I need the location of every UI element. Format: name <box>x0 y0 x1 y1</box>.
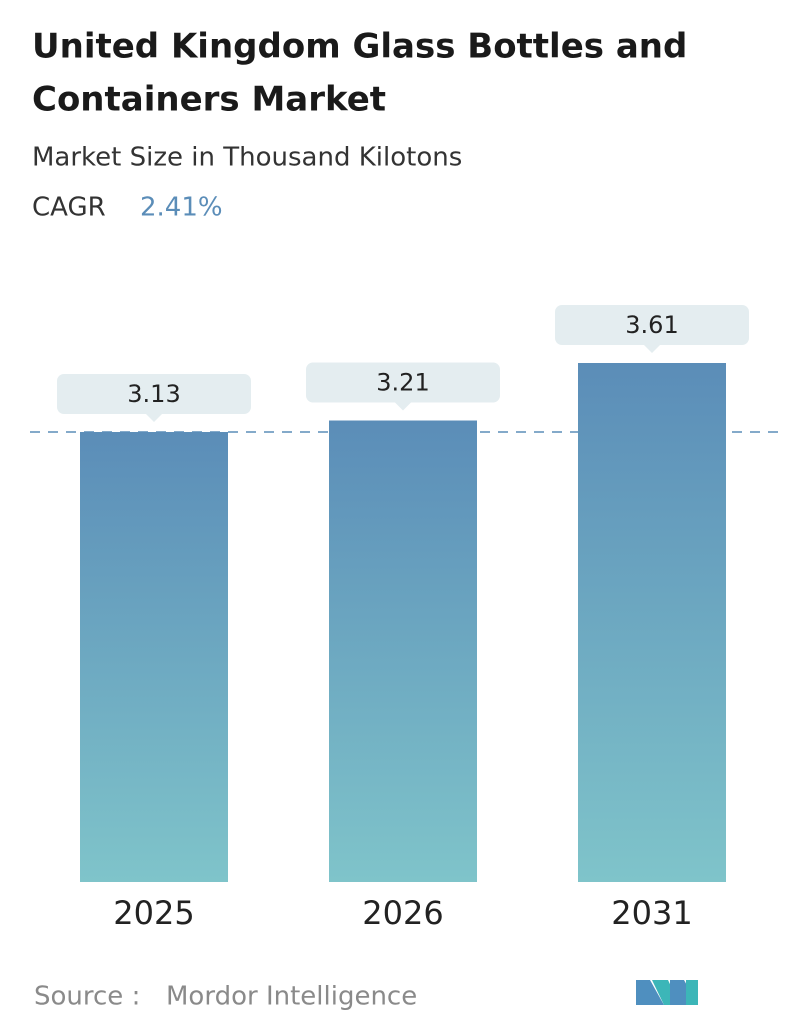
source: Mordor Intelligence <box>166 982 417 1012</box>
value-label-pointer <box>644 345 660 353</box>
cagr-value: 2.41% <box>140 193 223 223</box>
x-tick-label: 2031 <box>611 894 692 932</box>
source-label: Source : <box>34 982 140 1012</box>
x-tick-label: 2025 <box>113 894 194 932</box>
value-label: 3.13 <box>127 380 180 408</box>
value-label: 3.61 <box>625 311 678 339</box>
cagr-label: CAGR <box>32 193 106 223</box>
bar <box>80 432 228 882</box>
bar <box>578 363 726 882</box>
value-label: 3.21 <box>376 369 429 397</box>
value-label-box <box>555 305 749 345</box>
value-label-box <box>57 374 251 415</box>
value-label-pointer <box>395 402 411 411</box>
x-tick-label: 2026 <box>362 894 443 932</box>
chart-title: Containers Market <box>32 80 386 120</box>
bar <box>329 420 477 882</box>
chart-subtitle: Market Size in Thousand Kilotons <box>32 143 462 173</box>
value-label-box <box>306 362 500 403</box>
value-label-pointer <box>146 414 162 423</box>
logo <box>636 980 698 1005</box>
chart-title: United Kingdom Glass Bottles and <box>32 27 687 67</box>
